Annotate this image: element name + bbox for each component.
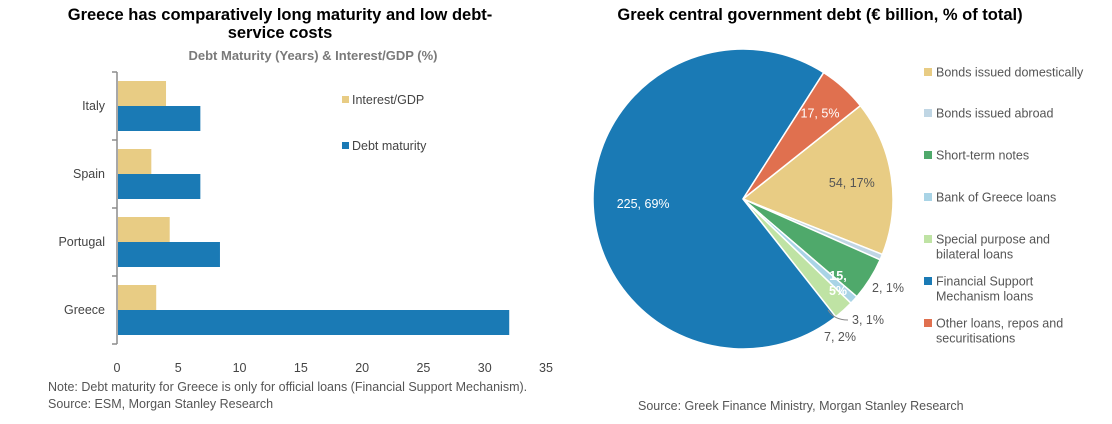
bar-debt-maturity-portugal [118, 242, 220, 267]
legend-swatch-debt-maturity [342, 142, 349, 149]
category-label-italy: Italy [82, 99, 106, 113]
legend-label-short-term-notes: Short-term notes [936, 149, 1029, 163]
legend-swatch-interest-gdp [342, 96, 349, 103]
chart-note-block: Note: Debt maturity for Greece is only f… [48, 379, 527, 413]
x-tick-label: 15 [294, 361, 308, 375]
legend-label-interest-gdp: Interest/GDP [352, 93, 424, 107]
data-label-short-term-notes: 15, 5% [829, 269, 847, 298]
legend-swatch-bonds-issued-abroad [924, 109, 932, 117]
left-chart-title: Greece has comparatively long maturity a… [67, 6, 493, 42]
legend-swatch-bonds-issued-domestically [924, 68, 932, 76]
legend-label-debt-maturity: Debt maturity [352, 139, 427, 153]
pie-slice-other-loans-repos-and-securitisations [742, 71, 862, 200]
bar-debt-maturity-greece [118, 310, 510, 335]
category-label-spain: Spain [73, 167, 105, 181]
pie-slice-financial-support-mechanism-loans [592, 48, 837, 350]
bar-interest-gdp-portugal [118, 217, 170, 242]
bar-interest-gdp-greece [118, 285, 157, 310]
data-label-bank-of-greece-loans: 3, 1% [852, 313, 884, 327]
legend-label-bonds-issued-domestically: Bonds issued domestically [936, 66, 1084, 80]
legend-label-bank-of-greece-loans: Bank of Greece loans [936, 191, 1056, 205]
legend-swatch-special-purpose-and-bilateral-loans [924, 235, 932, 243]
government-debt-pie-chart: 54, 17% 2, 1% 15, 5% 3, 1% 7, 2% 225, 69% 17, 5… [592, 48, 1084, 350]
legend-label-bonds-issued-abroad: Bonds issued abroad [936, 107, 1053, 121]
data-label-bonds-issued-abroad: 2, 1% [872, 281, 904, 295]
legend-swatch-financial-support-mechanism-loans [924, 277, 932, 285]
x-tick-label: 25 [416, 361, 430, 375]
left-chart-note: Note: Debt maturity for Greece is only f… [48, 380, 528, 394]
data-label-financial-support-mechanism-loans: 225, 69% [617, 197, 670, 211]
x-tick-label: 10 [233, 361, 247, 375]
right-chart-title: Greek central government debt (€ billion… [617, 6, 1023, 24]
debt-maturity-bar-chart: 0 5 10 15 20 25 30 35 Italy Spain Portugal Greece In… [58, 71, 553, 375]
bar-debt-maturity-italy [118, 106, 201, 131]
bar-interest-gdp-italy [118, 81, 167, 106]
left-chart-source: Source: ESM, Morgan Stanley Research [48, 397, 274, 411]
category-label-portugal: Portugal [58, 235, 105, 249]
leader-line-bank-of-greece-loans [827, 309, 849, 321]
legend-label-special-purpose-and-bilateral-loans: Special purpose and bilateral loans [936, 233, 1050, 262]
bar-interest-gdp-spain [118, 149, 152, 174]
right-chart-source: Source: Greek Finance Ministry, Morgan S… [638, 399, 964, 413]
legend-swatch-other-loans-repos-and-securitisations [924, 319, 932, 327]
legend-swatch-bank-of-greece-loans [924, 193, 932, 201]
x-tick-label: 20 [355, 361, 369, 375]
left-chart-subtitle: Debt Maturity (Years) & Interest/GDP (%) [188, 48, 438, 63]
data-label-other-loans-repos-and-securitisations: 17, 5% [801, 107, 840, 121]
pie-slice-bonds-issued-domestically [741, 104, 894, 256]
category-label-greece: Greece [64, 303, 105, 317]
x-tick-label: 30 [478, 361, 492, 375]
legend-swatch-short-term-notes [924, 151, 932, 159]
x-tick-label: 0 [114, 361, 121, 375]
legend-label-financial-support-mechanism-loans: Financial Support Mechanism loans [936, 275, 1034, 304]
data-label-bonds-issued-domestically: 54, 17% [829, 176, 875, 190]
data-label-special-purpose-and-bilateral-loans: 7, 2% [824, 330, 856, 344]
x-tick-label: 35 [539, 361, 553, 375]
bar-debt-maturity-spain [118, 174, 201, 199]
legend-label-other-loans-repos-and-securitisations: Other loans, repos and securitisations [936, 317, 1063, 346]
x-tick-label: 5 [175, 361, 182, 375]
